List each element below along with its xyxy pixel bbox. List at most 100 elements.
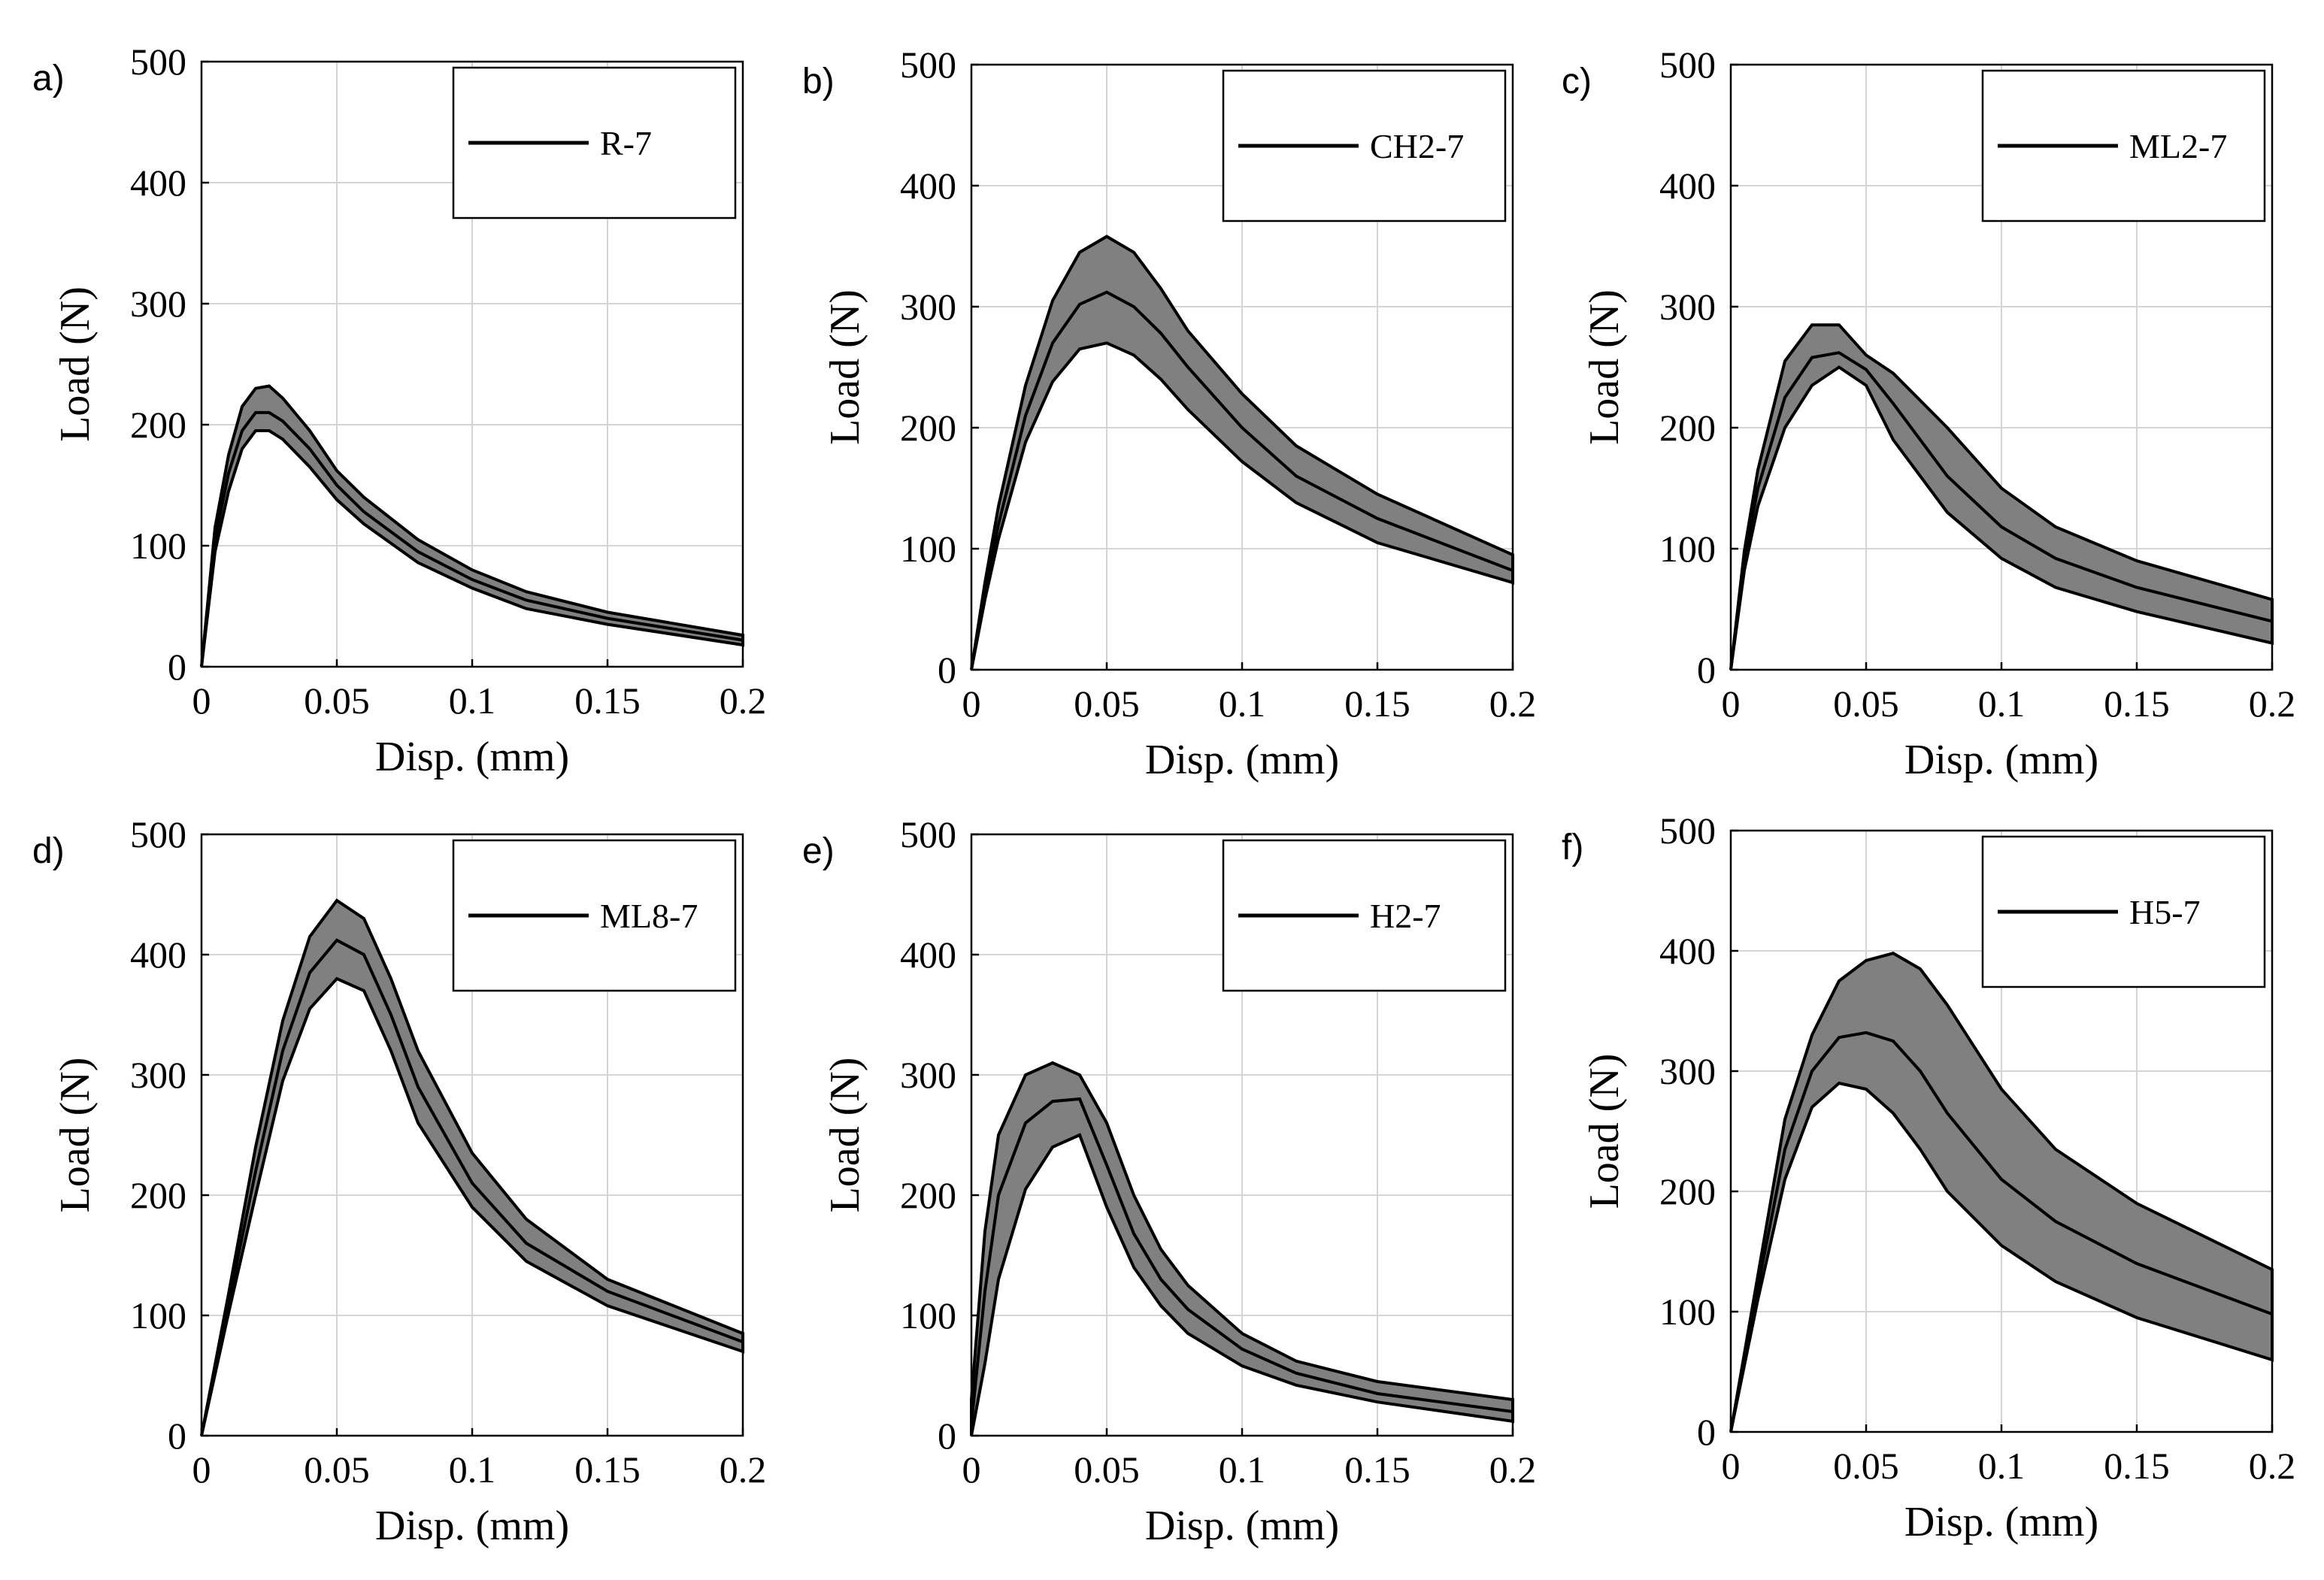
x-tick-label: 0.1 [1978, 683, 2026, 725]
y-tick-label: 300 [900, 286, 956, 328]
x-tick-label: 0.05 [1833, 1445, 1899, 1487]
legend: CH2-7 [1222, 69, 1507, 222]
y-tick-label: 500 [900, 44, 956, 86]
legend: H5-7 [1981, 835, 2266, 988]
chart-panel-2: b) 0 0.05 0.1 0.15 0.2 0 100 200 300 400 500 Disp. (… [802, 44, 1536, 783]
series-line-H5-7 [1729, 1031, 2273, 1433]
x-tick-label: 0 [962, 683, 981, 725]
y-tick-label: 300 [130, 283, 186, 325]
panel-letter: f) [1562, 828, 1583, 867]
axes-frame [970, 833, 1514, 1437]
axes-frame [970, 63, 1514, 671]
y-tick-label: 100 [130, 525, 186, 567]
x-axis-label: Disp. (mm) [1904, 737, 2098, 783]
y-tick-label: 200 [1659, 407, 1716, 449]
x-tick-label: 0.2 [2249, 1445, 2296, 1487]
legend-entry: H5-7 [2129, 893, 2201, 931]
y-axis-label: Load (N) [52, 1058, 98, 1213]
legend-entry: R-7 [600, 124, 652, 162]
legend-entry: H2-7 [1370, 897, 1441, 935]
y-tick-label: 400 [1659, 930, 1716, 972]
series-line-CH2-7 [970, 290, 1513, 670]
y-axis-label: Load (N) [1581, 1054, 1628, 1209]
chart-panel-3: c) 0 0.05 0.1 0.15 0.2 0 100 200 300 400 500 Disp. (… [1562, 44, 2295, 783]
y-tick-label: 400 [900, 165, 956, 207]
x-tick-label: 0.05 [304, 680, 370, 722]
y-tick-label: 500 [1659, 810, 1716, 852]
x-tick-label: 0.15 [574, 680, 641, 722]
legend: R-7 [452, 66, 737, 219]
x-tick-label: 0.1 [449, 680, 496, 722]
y-tick-label: 0 [168, 646, 186, 688]
y-tick-label: 200 [900, 1174, 956, 1216]
y-tick-label: 200 [130, 1174, 186, 1216]
x-tick-label: 0.15 [2104, 683, 2170, 725]
x-tick-label: 0.2 [2249, 683, 2296, 725]
legend-entry: CH2-7 [1370, 127, 1464, 165]
chart-panel-5: e) 0 0.05 0.1 0.15 0.2 0 100 200 300 400 500 Disp. (… [802, 813, 1536, 1549]
y-tick-label: 0 [1697, 649, 1716, 691]
chart-panel-6: f) 0 0.05 0.1 0.15 0.2 0 100 200 300 400 500 Disp. (… [1562, 810, 2295, 1545]
x-axis-label: Disp. (mm) [1145, 1503, 1339, 1549]
panel-letter: d) [32, 831, 65, 871]
series-line-ML8-7 [200, 938, 744, 1436]
x-tick-label: 0.2 [1489, 683, 1537, 725]
y-tick-label: 300 [1659, 286, 1716, 328]
y-tick-label: 500 [1659, 44, 1716, 86]
x-tick-label: 0 [962, 1448, 981, 1491]
panel-letter: c) [1562, 62, 1592, 101]
x-tick-label: 0.05 [304, 1448, 370, 1491]
series-line-ML2-7 [1729, 351, 2273, 670]
y-tick-label: 400 [1659, 165, 1716, 207]
x-axis-label: Disp. (mm) [375, 1503, 569, 1549]
x-tick-label: 0.1 [1219, 683, 1266, 725]
y-tick-label: 500 [900, 813, 956, 855]
x-axis-label: Disp. (mm) [1904, 1499, 2098, 1545]
y-tick-label: 100 [1659, 1291, 1716, 1333]
y-tick-label: 500 [130, 41, 186, 83]
series-line-R-7 [200, 410, 744, 667]
chart-panel-1: a) 0 0.05 0.1 0.15 0.2 0 100 200 300 400 500 Disp. (… [32, 41, 766, 780]
chart-panel-4: d) 0 0.05 0.1 0.15 0.2 0 100 200 300 400 500 Disp. (… [32, 813, 766, 1549]
panel-letter: e) [802, 831, 835, 871]
y-tick-label: 200 [130, 404, 186, 446]
legend: ML2-7 [1981, 69, 2266, 222]
series-line-H2-7 [970, 1097, 1513, 1424]
y-tick-label: 500 [130, 813, 186, 855]
y-tick-label: 300 [130, 1054, 186, 1096]
panel-letter: b) [802, 62, 835, 101]
x-tick-label: 0.2 [720, 680, 767, 722]
panel-letter: a) [32, 59, 65, 98]
y-axis-label: Load (N) [1581, 289, 1628, 445]
y-tick-label: 300 [900, 1054, 956, 1096]
axes-frame [200, 833, 744, 1437]
x-tick-label: 0 [192, 680, 211, 722]
axes-frame [1729, 829, 2274, 1433]
axes-frame [200, 60, 744, 668]
x-tick-label: 0.15 [1344, 683, 1410, 725]
x-tick-label: 0.1 [449, 1448, 496, 1491]
legend-entry: ML8-7 [600, 897, 698, 935]
y-axis-label: Load (N) [822, 289, 868, 445]
x-tick-label: 0 [1722, 1445, 1741, 1487]
x-tick-label: 0.1 [1219, 1448, 1266, 1491]
x-tick-label: 0.2 [1489, 1448, 1537, 1491]
y-tick-label: 0 [938, 649, 956, 691]
y-tick-label: 100 [1659, 528, 1716, 570]
y-tick-label: 400 [130, 934, 186, 976]
x-tick-label: 0 [192, 1448, 211, 1491]
x-tick-label: 0.15 [1344, 1448, 1410, 1491]
x-tick-label: 0.05 [1074, 1448, 1140, 1491]
x-tick-label: 0.15 [2104, 1445, 2170, 1487]
y-tick-label: 100 [130, 1294, 186, 1336]
x-tick-label: 0 [1722, 683, 1741, 725]
y-axis-label: Load (N) [52, 286, 98, 442]
x-axis-label: Disp. (mm) [1145, 737, 1339, 783]
legend: H2-7 [1222, 839, 1507, 992]
y-tick-label: 100 [900, 1294, 956, 1336]
y-tick-label: 0 [1697, 1411, 1716, 1453]
y-tick-label: 400 [130, 162, 186, 204]
y-tick-label: 0 [938, 1415, 956, 1457]
x-tick-label: 0.1 [1978, 1445, 2026, 1487]
